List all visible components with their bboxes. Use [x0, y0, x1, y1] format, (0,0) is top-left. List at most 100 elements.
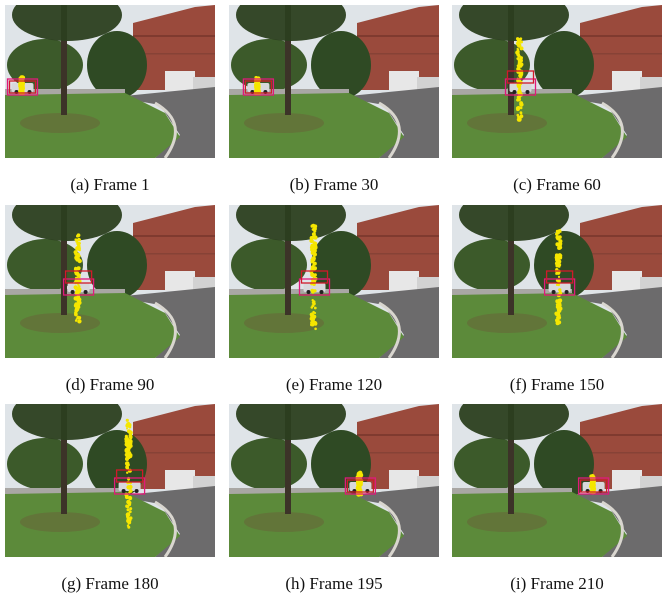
particle: [516, 69, 521, 74]
particle: [126, 515, 130, 519]
particle: [517, 43, 522, 48]
particle: [517, 61, 522, 66]
ground-truth-box: [344, 477, 377, 495]
particle: [124, 492, 129, 497]
particle: [517, 38, 522, 43]
curb: [601, 101, 624, 158]
door: [193, 476, 215, 490]
ground-truth-box: [298, 278, 331, 296]
particle: [129, 434, 133, 438]
road: [339, 287, 439, 358]
ground-truth-box: [6, 78, 39, 96]
particle: [516, 48, 520, 51]
frame-image: [229, 5, 439, 158]
particle: [126, 471, 129, 474]
door: [640, 277, 662, 291]
particle: [73, 250, 78, 255]
car-wheel: [319, 290, 324, 294]
road: [339, 87, 439, 158]
building: [133, 5, 215, 90]
frame-scene: [5, 205, 215, 358]
particle: [126, 518, 131, 524]
particle: [127, 421, 130, 425]
frame-scene: [452, 404, 662, 557]
building-line: [580, 53, 662, 55]
grass: [5, 93, 180, 158]
building: [133, 205, 215, 290]
caption: (c) Frame 60: [513, 175, 601, 194]
tree-trunk: [61, 5, 67, 115]
building-ledge: [580, 235, 662, 237]
tree-canopy: [459, 205, 569, 241]
particle: [129, 444, 133, 448]
particle: [77, 258, 82, 264]
ground-truth-box: [504, 78, 537, 96]
particle: [518, 74, 521, 78]
particle: [518, 86, 521, 90]
frame-image: [452, 205, 662, 358]
particle: [76, 254, 81, 258]
particle: [517, 64, 520, 68]
particle: [555, 232, 558, 236]
car-wheel: [83, 290, 88, 294]
ground-truth-box: [242, 78, 275, 96]
particle: [313, 229, 317, 233]
particle: [559, 230, 562, 233]
particle: [255, 84, 258, 87]
frame-image: [5, 404, 215, 557]
road: [562, 287, 662, 358]
particle: [312, 243, 317, 248]
building-line: [580, 253, 662, 255]
car-wheel: [564, 290, 569, 294]
door: [193, 77, 215, 91]
particle: [356, 481, 360, 485]
predicted-box: [579, 479, 608, 493]
particle: [128, 430, 133, 435]
particle: [126, 444, 130, 448]
particle: [313, 322, 318, 326]
particle: [78, 316, 82, 320]
particle: [357, 471, 361, 476]
dirt-patch: [20, 113, 100, 133]
building-line: [357, 53, 439, 55]
particle: [126, 467, 129, 470]
particle: [519, 101, 523, 105]
particle: [314, 327, 317, 331]
grass: [452, 492, 627, 557]
car-wheel: [306, 290, 311, 294]
particle: [125, 504, 129, 508]
particle: [519, 114, 524, 119]
tree-trunk: [508, 404, 514, 514]
car-wheel: [121, 489, 126, 493]
frame-image: [229, 404, 439, 557]
particle: [516, 107, 520, 112]
building-ledge: [580, 434, 662, 436]
predicted-box: [115, 469, 144, 483]
particle: [74, 303, 77, 307]
trees: [231, 239, 307, 291]
building: [580, 205, 662, 290]
tree-canopy: [12, 205, 122, 241]
particle: [21, 82, 24, 85]
particle: [126, 427, 128, 430]
particle: [128, 439, 133, 444]
particle: [555, 304, 560, 309]
curb: [378, 301, 401, 358]
particle: [126, 486, 130, 489]
bush: [87, 31, 147, 99]
grass: [5, 492, 180, 557]
frame-image: [229, 205, 439, 358]
garage-door: [165, 271, 195, 291]
particle: [558, 255, 563, 260]
frame-scene: [5, 404, 215, 557]
tree-canopy: [459, 404, 569, 440]
bush: [311, 430, 371, 498]
particle: [558, 311, 561, 314]
particle: [257, 86, 261, 90]
tree-canopy: [236, 5, 346, 41]
particle: [77, 244, 81, 248]
building: [580, 5, 662, 90]
tree-trunk: [285, 5, 291, 115]
trees: [7, 438, 83, 490]
particle: [518, 58, 521, 61]
